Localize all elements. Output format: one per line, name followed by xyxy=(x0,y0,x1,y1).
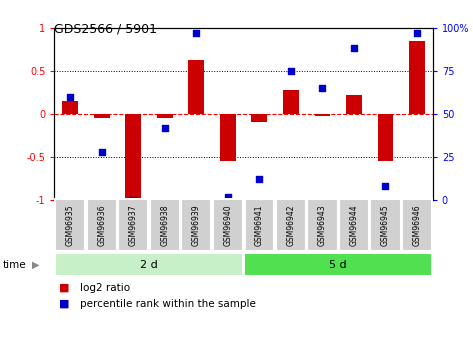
Point xyxy=(382,184,389,189)
Point xyxy=(193,30,200,36)
Text: GSM96941: GSM96941 xyxy=(255,204,264,246)
FancyBboxPatch shape xyxy=(55,199,85,251)
Bar xyxy=(409,41,425,114)
Point xyxy=(319,85,326,91)
Text: percentile rank within the sample: percentile rank within the sample xyxy=(80,299,256,308)
Text: GSM96938: GSM96938 xyxy=(160,204,169,246)
Point xyxy=(66,94,74,99)
Bar xyxy=(377,114,394,161)
Point xyxy=(224,194,232,199)
FancyBboxPatch shape xyxy=(370,199,401,251)
Text: GSM96944: GSM96944 xyxy=(350,204,359,246)
Text: ■: ■ xyxy=(59,283,70,293)
Text: GSM96943: GSM96943 xyxy=(318,204,327,246)
Point xyxy=(287,68,295,73)
Text: GSM96937: GSM96937 xyxy=(129,204,138,246)
Bar xyxy=(220,114,236,161)
Text: 5 d: 5 d xyxy=(329,260,347,270)
Text: log2 ratio: log2 ratio xyxy=(80,283,131,293)
FancyBboxPatch shape xyxy=(276,199,306,251)
Text: ■: ■ xyxy=(59,299,70,308)
Bar xyxy=(125,114,141,200)
Text: GSM96946: GSM96946 xyxy=(412,204,421,246)
Point xyxy=(130,197,137,203)
FancyBboxPatch shape xyxy=(149,199,180,251)
FancyBboxPatch shape xyxy=(339,199,369,251)
FancyBboxPatch shape xyxy=(244,253,432,276)
FancyBboxPatch shape xyxy=(87,199,117,251)
Text: GDS2566 / 5901: GDS2566 / 5901 xyxy=(54,22,158,36)
Point xyxy=(413,30,421,36)
Point xyxy=(98,149,105,155)
Text: GSM96942: GSM96942 xyxy=(286,204,296,246)
Text: ▶: ▶ xyxy=(32,260,40,270)
Text: GSM96936: GSM96936 xyxy=(97,204,106,246)
Bar xyxy=(346,95,362,114)
Bar xyxy=(62,101,78,114)
FancyBboxPatch shape xyxy=(55,253,243,276)
Bar xyxy=(315,114,330,117)
Bar xyxy=(94,114,110,118)
FancyBboxPatch shape xyxy=(118,199,149,251)
Text: GSM96945: GSM96945 xyxy=(381,204,390,246)
Bar xyxy=(157,114,173,118)
Point xyxy=(255,177,263,182)
Text: 2 d: 2 d xyxy=(140,260,158,270)
FancyBboxPatch shape xyxy=(307,199,338,251)
FancyBboxPatch shape xyxy=(402,199,432,251)
FancyBboxPatch shape xyxy=(213,199,243,251)
Text: GSM96939: GSM96939 xyxy=(192,204,201,246)
Point xyxy=(350,46,358,51)
Text: GSM96935: GSM96935 xyxy=(66,204,75,246)
Point xyxy=(161,125,168,130)
Text: time: time xyxy=(2,260,26,270)
FancyBboxPatch shape xyxy=(244,199,274,251)
Bar xyxy=(283,90,299,114)
FancyBboxPatch shape xyxy=(181,199,211,251)
Bar xyxy=(252,114,267,122)
Bar xyxy=(188,60,204,114)
Text: GSM96940: GSM96940 xyxy=(223,204,232,246)
